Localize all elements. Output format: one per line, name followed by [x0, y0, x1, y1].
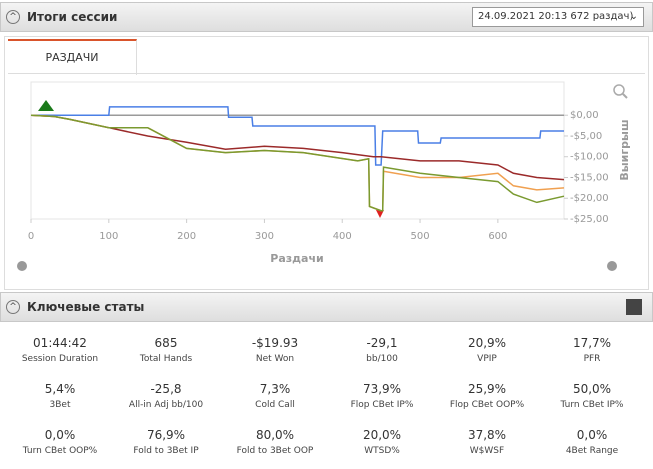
y-tick-label: -$25,00	[570, 214, 609, 225]
dropdown-arrow: ⌄	[629, 11, 638, 22]
stat: 37,8% W$WSF	[434, 428, 540, 456]
x-tick-label: 300	[255, 231, 274, 242]
collapse-button[interactable]: ^	[6, 300, 20, 314]
y-tick-label: -$5,00	[570, 131, 602, 142]
y-tick-label: $0,00	[570, 110, 599, 121]
stat: 01:44:42 Session Duration	[7, 336, 113, 364]
stat-label: PFR	[583, 354, 601, 364]
stat-label: Turn CBet IP%	[560, 400, 624, 410]
collapse-button[interactable]: ^	[6, 10, 20, 24]
section-title: Ключевые статы	[27, 300, 145, 314]
plot-frame	[30, 81, 565, 220]
chart-panel	[4, 36, 649, 290]
stat: 685 Total Hands	[113, 336, 219, 364]
x-tick-label: 600	[488, 231, 507, 242]
stat-value: -29,1	[366, 336, 398, 350]
stat-label: Flop CBet IP%	[350, 400, 414, 410]
x-tick-label: 100	[99, 231, 118, 242]
stat: 0,0% 4Bet Range	[539, 428, 645, 456]
session-header: ^ Итоги сессии 24.09.2021 20:13 672 разд…	[0, 2, 653, 32]
stat-value: 50,0%	[572, 382, 612, 396]
stat-value: 20,0%	[362, 428, 402, 442]
stat-value: 7,3%	[259, 382, 291, 396]
section-title: Итоги сессии	[27, 10, 118, 24]
stat: 5,4% 3Bet	[7, 382, 113, 410]
stat-label: 3Bet	[49, 400, 71, 410]
stat: 25,9% Flop CBet OOP%	[434, 382, 540, 410]
stat-label: Flop CBet OOP%	[449, 400, 525, 410]
x-tick-label: 0	[28, 231, 34, 242]
tab[interactable]: РАЗДАЧИ	[8, 39, 137, 75]
stats-header: ^ Ключевые статы	[0, 292, 653, 322]
y-tick-label: -$20,00	[570, 193, 609, 204]
stat-label: Session Duration	[21, 354, 99, 364]
stat-label: 4Bet Range	[565, 446, 619, 456]
stat-value: -$19.93	[251, 336, 299, 350]
x-axis-title: Раздачи	[270, 252, 323, 265]
stat-value: 17,7%	[572, 336, 612, 350]
session-dropdown[interactable]: 24.09.2021 20:13 672 раздач) ⌄	[472, 7, 644, 27]
x-tick-label: 200	[177, 231, 196, 242]
stat-label: Cold Call	[255, 400, 295, 410]
info-icon[interactable]	[607, 261, 617, 271]
min-marker	[376, 210, 384, 218]
zoom-icon[interactable]	[613, 84, 625, 96]
stat-value: 685	[154, 336, 178, 350]
stat-label: WTSD%	[364, 446, 400, 456]
y-tick-label: -$15,00	[570, 172, 609, 183]
y-axis-title: Выигрыш	[618, 119, 631, 180]
stat-value: 5,4%	[44, 382, 76, 396]
stat-value: 80,0%	[255, 428, 295, 442]
stat-value: 76,9%	[146, 428, 186, 442]
stat-label: All-in Adj bb/100	[128, 400, 204, 410]
stat: 20,0% WTSD%	[329, 428, 435, 456]
stat-label: Fold to 3Bet IP	[133, 446, 199, 456]
stat: 73,9% Flop CBet IP%	[329, 382, 435, 410]
stat-value: 20,9%	[467, 336, 507, 350]
stat: -25,8 All-in Adj bb/100	[113, 382, 219, 410]
x-tick-label: 400	[333, 231, 352, 242]
series-line	[31, 106, 564, 166]
layout-button[interactable]	[626, 299, 642, 315]
y-tick-label: -$10,00	[570, 152, 609, 163]
zoom-icon-handle	[622, 93, 628, 99]
stat: 80,0% Fold to 3Bet OOP	[222, 428, 328, 456]
x-tick-label: 500	[411, 231, 430, 242]
stat-label: Net Won	[255, 354, 295, 364]
max-marker	[38, 100, 54, 111]
stat-value: 0,0%	[576, 428, 608, 442]
dropdown-text: 24.09.2021 20:13 672 раздач)	[478, 11, 634, 22]
stat-value: 01:44:42	[33, 336, 87, 350]
stat-value: 0,0%	[44, 428, 76, 442]
stat: 17,7% PFR	[539, 336, 645, 364]
tab-divider	[8, 73, 645, 74]
stat: -29,1 bb/100	[329, 336, 435, 364]
stat: 7,3% Cold Call	[222, 382, 328, 410]
series-line	[30, 114, 565, 212]
stat-value: 25,9%	[467, 382, 507, 396]
stat-label: Turn CBet OOP%	[22, 446, 98, 456]
stat-label: Total Hands	[139, 354, 193, 364]
stats-grid: 01:44:42 Session Duration 685 Total Hands -$…	[0, 322, 653, 469]
stat: 50,0% Turn CBet IP%	[539, 382, 645, 410]
stat-label: W$WSF	[469, 446, 505, 456]
series-line	[30, 114, 565, 181]
stat-label: VPIP	[477, 354, 497, 364]
stat: -$19.93 Net Won	[222, 336, 328, 364]
settings-icon[interactable]	[17, 261, 27, 271]
stat: 20,9% VPIP	[434, 336, 540, 364]
stat-label: Fold to 3Bet OOP	[236, 446, 314, 456]
chart: Раздачи Выигрыш 0 100 200 300 400 500 600 $0,00…	[17, 81, 631, 271]
stat-value: 73,9%	[362, 382, 402, 396]
stat-value: -25,8	[150, 382, 182, 396]
stat: 0,0% Turn CBet OOP%	[7, 428, 113, 456]
stat-label: bb/100	[366, 354, 398, 364]
stat-value: 37,8%	[467, 428, 507, 442]
stat: 76,9% Fold to 3Bet IP	[113, 428, 219, 456]
